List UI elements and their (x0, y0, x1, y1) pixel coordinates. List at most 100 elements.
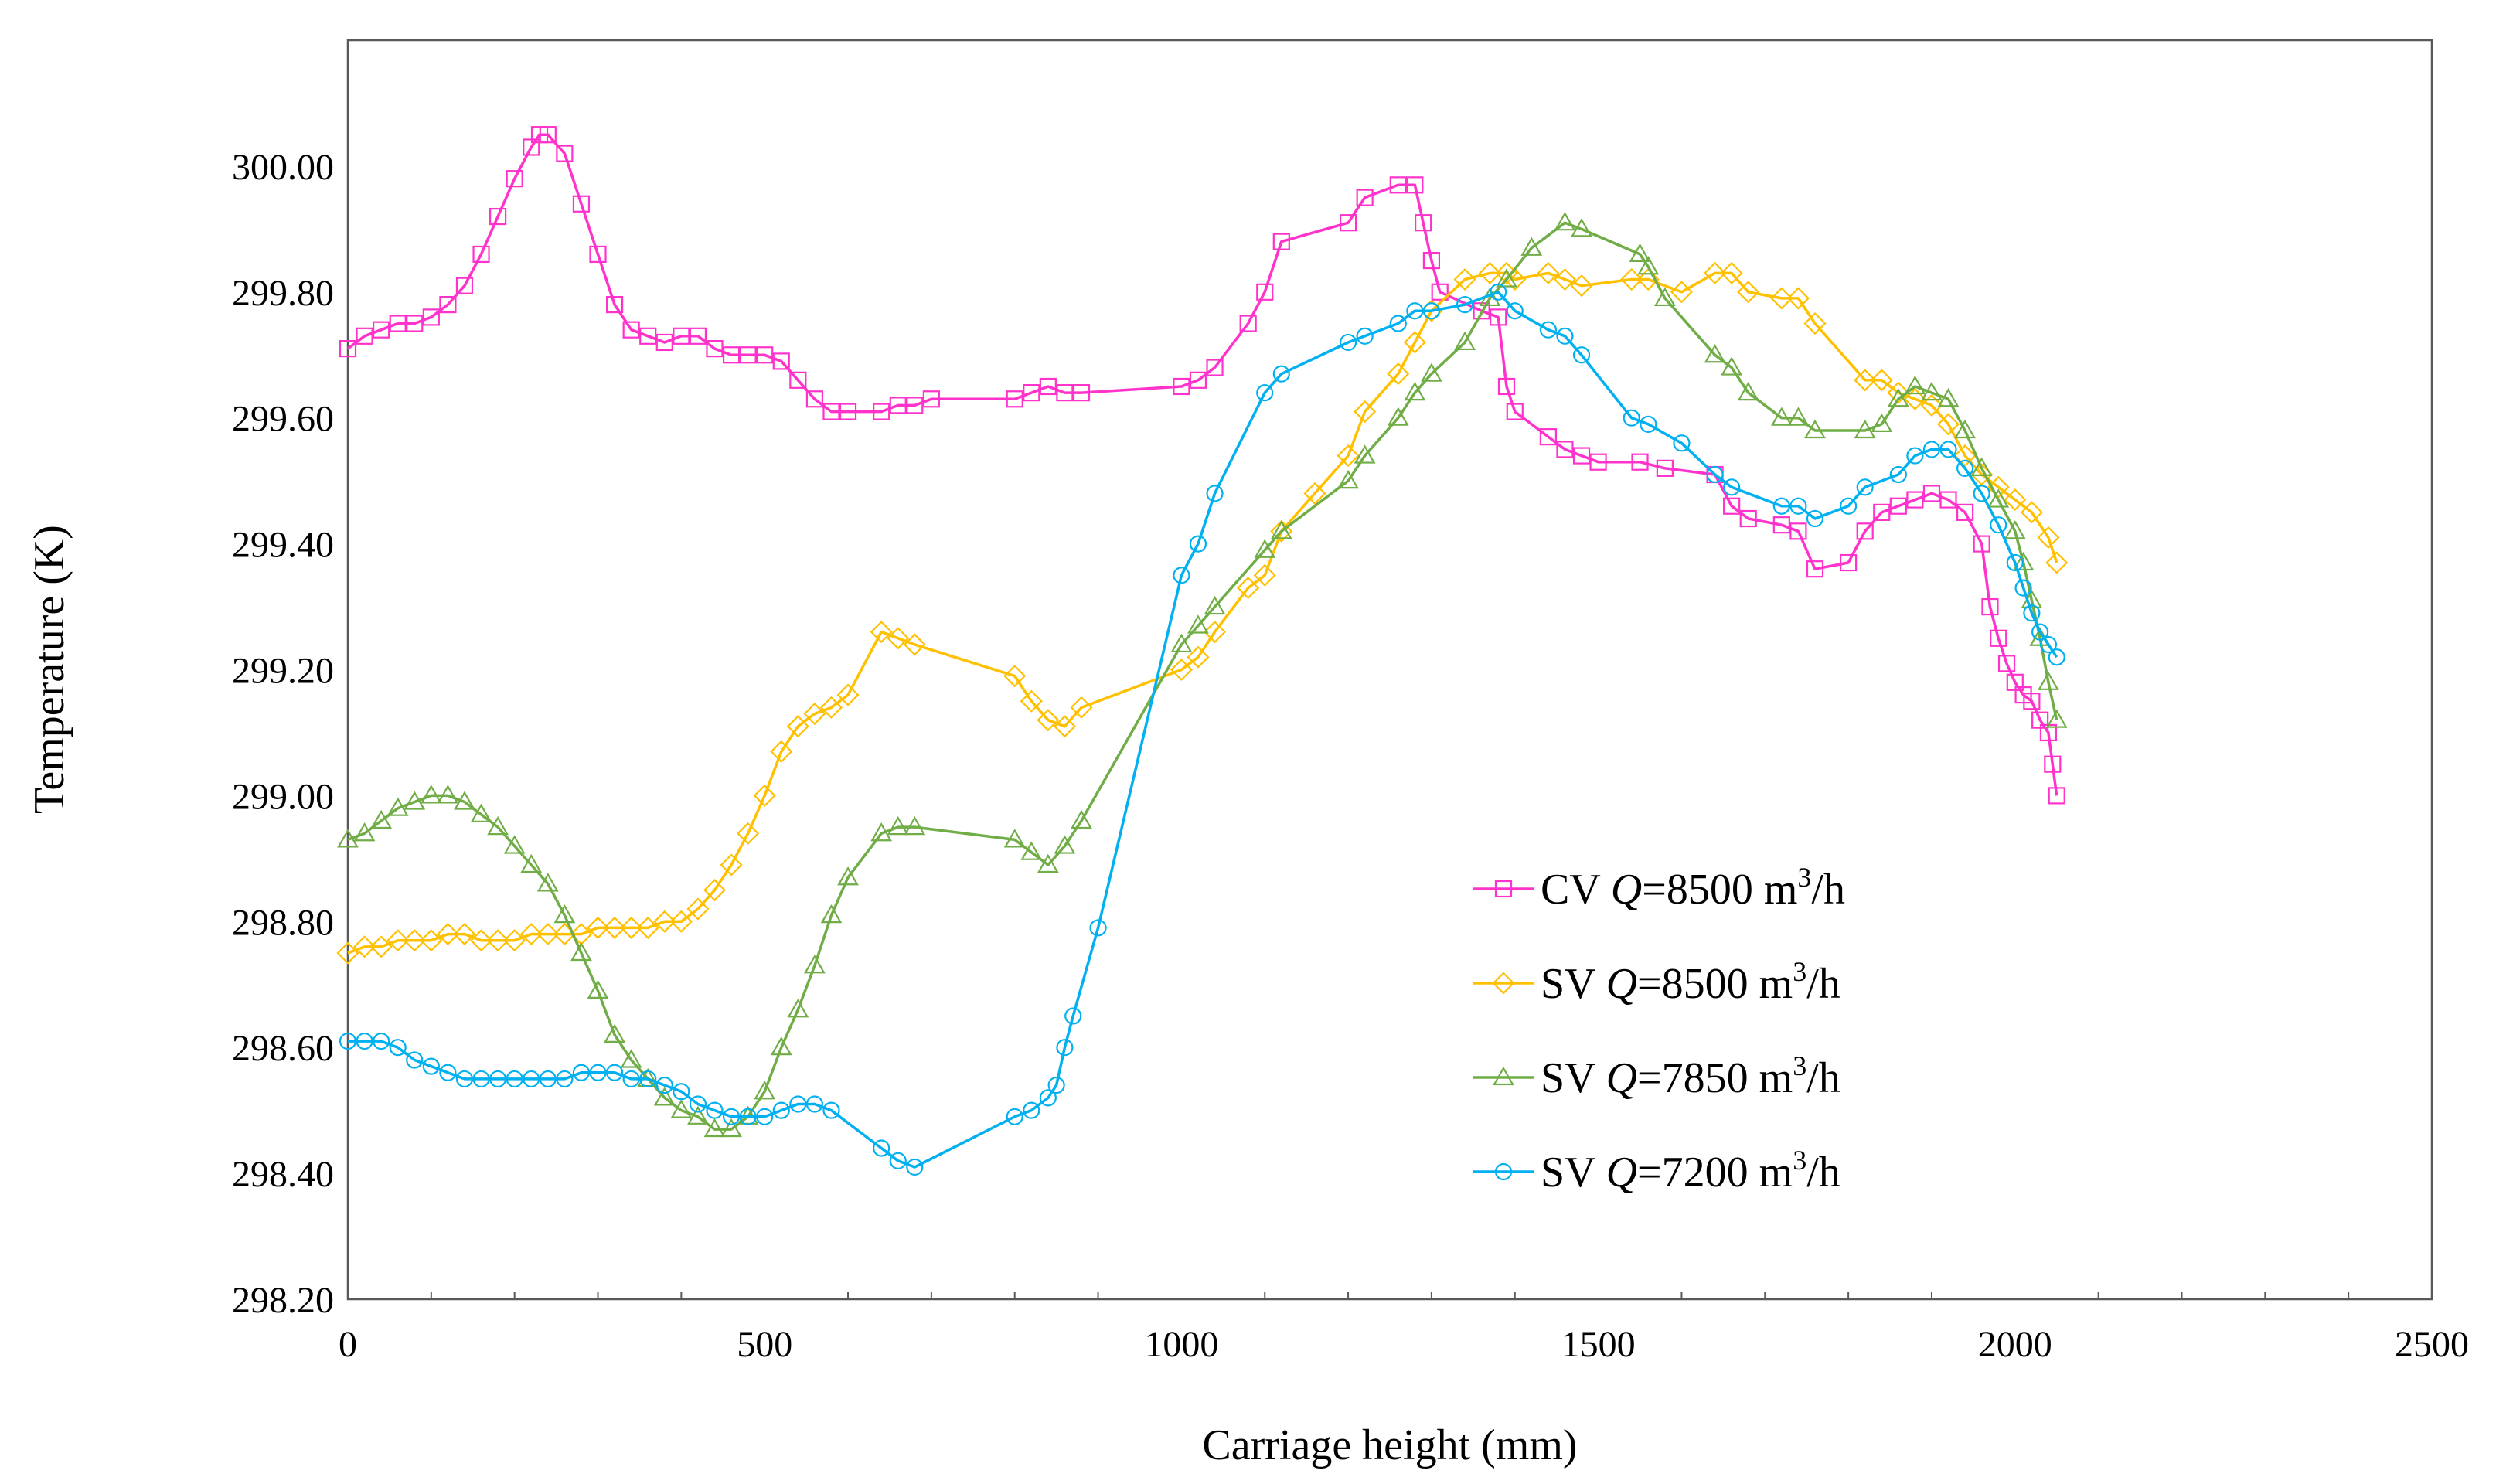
data-point (472, 245, 490, 264)
legend-label: SV Q=7200 m3/h (1541, 1145, 1840, 1196)
data-point (2004, 520, 2026, 539)
data-point (1772, 497, 1790, 515)
data-point (2038, 671, 2059, 690)
data-point (454, 791, 475, 810)
data-point (406, 1051, 424, 1069)
data-point (1922, 441, 1941, 458)
data-point (489, 207, 507, 226)
legend-item: CV Q=8500 m3/h (1473, 862, 1845, 914)
data-point (389, 1039, 407, 1057)
data-point (805, 1095, 824, 1113)
data-point (370, 809, 393, 829)
y-axis-title: Temperature (K) (26, 525, 73, 814)
data-point (686, 897, 710, 921)
data-point (822, 1101, 840, 1119)
data-point (1631, 453, 1649, 471)
data-point (703, 879, 727, 902)
data-point (622, 1070, 640, 1088)
data-point (1189, 535, 1207, 553)
y-tick-label: 299.20 (232, 651, 334, 692)
y-tick-label: 299.80 (232, 273, 334, 314)
data-point (819, 696, 843, 719)
data-point (420, 929, 443, 952)
data-point (403, 929, 426, 952)
data-point (1023, 384, 1040, 402)
data-point (1037, 709, 1060, 732)
data-point (1389, 315, 1407, 332)
data-point (1990, 516, 2007, 534)
data-point (503, 835, 526, 854)
data-point (1871, 413, 1893, 432)
y-tick-label: 299.40 (232, 525, 334, 566)
data-point (472, 1070, 490, 1088)
data-point (1737, 281, 1760, 304)
x-minor-ticks (430, 1292, 2350, 1299)
x-tick-label: 2500 (2395, 1324, 2469, 1365)
data-point (1056, 384, 1074, 402)
y-tick-label: 298.40 (232, 1154, 334, 1195)
data-point (1187, 645, 1210, 669)
data-point (604, 1023, 625, 1043)
data-point (706, 340, 724, 358)
data-point (1496, 268, 1517, 288)
data-point (1170, 633, 1193, 653)
data-point (539, 126, 557, 144)
data-point (2045, 551, 2069, 574)
data-point (887, 627, 910, 650)
x-tick-label: 0 (339, 1324, 357, 1365)
data-point (1387, 407, 1409, 426)
data-point (572, 195, 591, 213)
y-tick-labels: 298.20 298.40 298.60 298.80 299.00 299.20 299.… (232, 147, 334, 1321)
data-point (1772, 516, 1790, 534)
data-point (786, 715, 809, 738)
data-point (906, 1158, 924, 1176)
data-point (1787, 407, 1810, 426)
data-point (339, 1032, 357, 1050)
data-point (386, 929, 410, 952)
data-point (922, 390, 940, 408)
data-point (572, 1064, 591, 1081)
data-point (1047, 1076, 1065, 1094)
data-point (453, 923, 476, 946)
data-point (1490, 283, 1507, 301)
data-point (1403, 331, 1426, 354)
data-point (422, 308, 440, 326)
data-point (1339, 214, 1357, 232)
data-point (1020, 689, 1043, 713)
data-point (903, 633, 926, 656)
data-point (1453, 267, 1476, 291)
data-point (1422, 302, 1441, 320)
data-point (1173, 567, 1190, 584)
data-point (519, 923, 543, 946)
data-point (805, 390, 824, 408)
legend-label: CV Q=8500 m3/h (1541, 862, 1845, 914)
data-point (1170, 658, 1193, 682)
data-point (1981, 597, 1999, 616)
data-point (787, 999, 809, 1018)
data-point (622, 321, 640, 339)
y-tick-label: 299.60 (232, 399, 334, 440)
data-point (653, 1087, 676, 1106)
data-point (1939, 491, 1957, 509)
data-point (1721, 356, 1743, 376)
data-point (455, 1070, 474, 1088)
data-point (720, 1118, 742, 1138)
data-point (1921, 381, 1943, 401)
data-point (1936, 413, 1960, 436)
data-point (1270, 520, 1292, 539)
data-point (1421, 362, 1442, 382)
data-point (1554, 211, 1576, 231)
data-point (2048, 787, 2065, 805)
data-point (889, 397, 907, 414)
data-point (553, 904, 576, 924)
data-point (1720, 261, 1743, 284)
data-point (2014, 579, 2032, 597)
data-point (1206, 359, 1224, 376)
data-point (1953, 444, 1977, 468)
data-point (520, 853, 543, 873)
data-point (1723, 497, 1741, 515)
data-point (1337, 444, 1360, 468)
data-point (1670, 281, 1693, 304)
data-point (1906, 447, 1924, 465)
x-tick-labels: 0 500 1000 1500 2000 2500 (339, 1324, 2469, 1365)
